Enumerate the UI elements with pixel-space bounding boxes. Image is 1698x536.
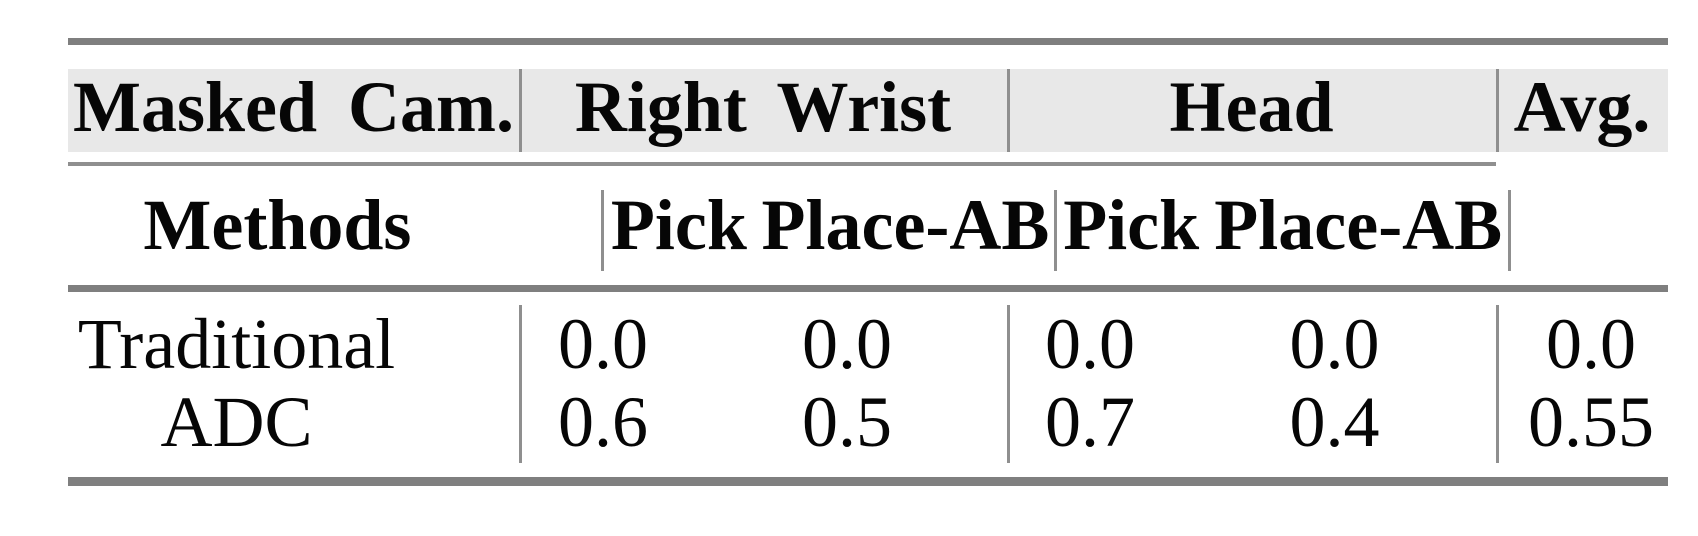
cell-adc-head-place-ab: 0.4 — [1289, 381, 1380, 462]
data-col-head-pick: 0.0 0.7 — [1007, 292, 1173, 477]
data-rows: Traditional ADC 0.0 0.6 0.0 0.5 0.0 0.7 … — [68, 292, 1668, 477]
subheader-row: Methods Pick Place-AB Pick Place-AB — [68, 166, 1668, 285]
cell-traditional-rw-place-ab: 0.0 — [802, 303, 892, 384]
pick-rw-label: Pick — [610, 185, 747, 265]
subheader-cell-pick-head: Pick — [1054, 166, 1208, 285]
subheader-cell-pick-right-wrist: Pick — [600, 166, 757, 285]
header-group-row: Masked Cam. Right Wrist Head Avg. — [68, 67, 1668, 152]
header-cell-right-wrist: Right Wrist — [519, 67, 1007, 152]
mid-rule — [68, 285, 1668, 292]
data-col-avg: 0.0 0.55 — [1496, 292, 1668, 477]
masked-cam-label: Masked Cam. — [73, 67, 514, 147]
bottom-rule — [68, 477, 1668, 486]
cell-adc-head-pick: 0.7 — [1045, 381, 1135, 462]
head-label: Head — [1169, 67, 1334, 147]
header-cell-head: Head — [1007, 67, 1496, 152]
header-gap — [68, 152, 1668, 162]
data-col-method: Traditional ADC — [68, 292, 519, 477]
subheader-cell-place-ab-head: Place-AB — [1208, 166, 1508, 285]
cell-traditional-rw-pick: 0.0 — [558, 303, 648, 384]
cell-adc-rw-place-ab: 0.5 — [802, 381, 892, 462]
place-ab-head-label: Place-AB — [1214, 185, 1503, 265]
data-col-head-place-ab: 0.0 0.4 — [1173, 292, 1496, 477]
cell-traditional-head-place-ab: 0.0 — [1289, 303, 1380, 384]
cell-traditional-avg: 0.0 — [1546, 303, 1636, 384]
header-cell-avg: Avg. — [1496, 67, 1668, 152]
place-ab-rw-label: Place-AB — [761, 185, 1050, 265]
methods-label: Methods — [143, 185, 412, 265]
pick-head-label: Pick — [1063, 185, 1200, 265]
data-col-rw-place-ab: 0.0 0.5 — [687, 292, 1007, 477]
cell-traditional-head-pick: 0.0 — [1045, 303, 1135, 384]
top-rule — [68, 38, 1668, 45]
cell-adc-label: ADC — [160, 381, 313, 462]
cell-traditional-label: Traditional — [77, 303, 396, 384]
cell-adc-rw-pick: 0.6 — [558, 381, 648, 462]
data-col-rw-pick: 0.0 0.6 — [519, 292, 687, 477]
header-separator-rule — [68, 162, 1496, 166]
avg-label: Avg. — [1513, 67, 1651, 147]
right-wrist-label: Right Wrist — [574, 67, 952, 147]
results-table: Masked Cam. Right Wrist Head Avg. Method… — [68, 38, 1668, 486]
subheader-cell-methods: Methods — [68, 166, 601, 285]
header-cell-masked-cam: Masked Cam. — [68, 67, 519, 152]
subheader-cell-avg-empty — [1508, 166, 1668, 285]
subheader-cell-place-ab-right-wrist: Place-AB — [757, 166, 1054, 285]
cell-adc-avg: 0.55 — [1528, 381, 1654, 462]
